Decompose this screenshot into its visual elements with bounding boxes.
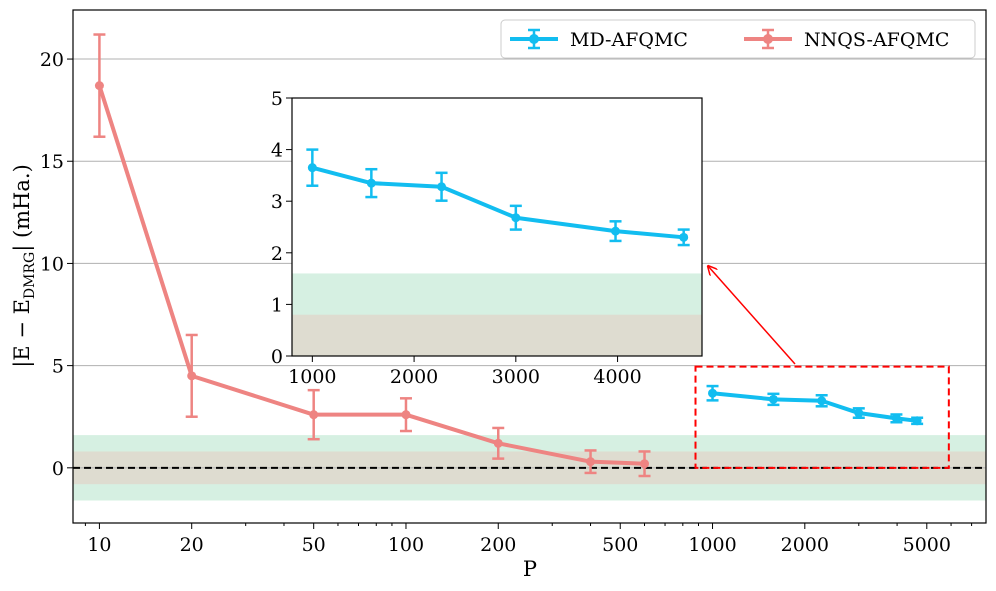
x-tick-label-200: 200 <box>480 534 516 556</box>
y-axis-label: |E − EDMRG| (mHa.) <box>10 164 38 368</box>
series-md-afqmc-point-0 <box>708 388 718 398</box>
x-tick-label-100: 100 <box>388 534 424 556</box>
highlight-box <box>694 365 950 469</box>
series-nnqs-afqmc-point-1 <box>187 371 197 381</box>
series-nnqs-afqmc-point-5 <box>586 457 596 467</box>
legend-frame <box>500 19 976 59</box>
inset-x-tick-label-2000: 2000 <box>390 366 438 388</box>
inset-series-md-afqmc-point-5 <box>679 232 689 242</box>
legend-marker-md-afqmc <box>529 34 539 44</box>
inset-y-tick-label-1: 1 <box>271 294 283 316</box>
inset-x-tick-label-1000: 1000 <box>288 366 336 388</box>
legend-label-md-afqmc: MD-AFQMC <box>570 29 688 51</box>
x-tick-label-50: 50 <box>302 534 326 556</box>
y-axis-label-subscript: DMRG <box>22 252 38 299</box>
x-tick-label-20: 20 <box>180 534 204 556</box>
y-tick-label-15: 15 <box>40 151 64 173</box>
y-tick-label-10: 10 <box>40 253 64 275</box>
inset-chart: 1000 2000 3000 4000 0 1 2 3 4 5 <box>271 88 703 388</box>
inset-y-tick-label-3: 3 <box>271 191 283 213</box>
series-md-afqmc-line <box>712 391 918 423</box>
inset-y-tick-label-2: 2 <box>271 243 283 265</box>
series-md-afqmc-point-3 <box>854 408 864 418</box>
inset-y-tick-label-4: 4 <box>271 140 283 162</box>
inset-series-md-afqmc-point-2 <box>437 182 447 192</box>
series-md-afqmc-point-5 <box>912 416 922 426</box>
x-tick-label-500: 500 <box>602 534 638 556</box>
x-tick-label-10: 10 <box>87 534 111 556</box>
series-md-afqmc-point-1 <box>768 394 778 404</box>
inset-axes-frame <box>291 97 703 357</box>
inset-y-tick-label-5: 5 <box>271 88 283 110</box>
main-axes-frame <box>72 9 987 524</box>
inset-band-gray <box>292 314 702 356</box>
inset-x-tick-label-3000: 3000 <box>492 366 540 388</box>
zoom-arrow <box>708 266 796 365</box>
series-md-afqmc-point-4 <box>891 413 901 423</box>
y-axis-label-main: |E − E <box>10 299 35 368</box>
x-tick-label-5000: 5000 <box>903 534 951 556</box>
legend: MD-AFQMC NNQS-AFQMC <box>500 19 976 59</box>
y-tick-label-0: 0 <box>52 458 64 480</box>
inset-series-md-afqmc-point-0 <box>307 163 317 173</box>
x-tick-label-2000: 2000 <box>781 534 829 556</box>
series-nnqs-afqmc-point-6 <box>640 459 650 469</box>
series-nnqs-afqmc-point-3 <box>401 410 411 420</box>
inset-series-md-afqmc-line <box>311 165 684 240</box>
y-tick-label-20: 20 <box>40 49 64 71</box>
legend-marker-nnqs-afqmc <box>763 34 773 44</box>
y-tick-label-5: 5 <box>52 356 64 378</box>
inset-series-md-afqmc-point-1 <box>366 178 376 188</box>
inset-series-md-afqmc-point-3 <box>511 213 521 223</box>
legend-label-nnqs-afqmc: NNQS-AFQMC <box>804 29 949 51</box>
y-axis-label-tail: | (mHa.) <box>10 164 35 252</box>
inset-series-md-afqmc-point-4 <box>611 226 621 236</box>
series-nnqs-afqmc-point-4 <box>493 438 503 448</box>
x-tick-label-1000: 1000 <box>688 534 736 556</box>
inset-y-tick-label-0: 0 <box>271 346 283 368</box>
x-axis-label: P <box>523 557 537 581</box>
series-nnqs-afqmc-point-2 <box>309 410 319 420</box>
main-plot-series <box>93 33 924 478</box>
series-md-afqmc-point-2 <box>817 396 827 406</box>
inset-x-tick-label-4000: 4000 <box>593 366 641 388</box>
series-nnqs-afqmc-point-0 <box>94 81 104 91</box>
inset-bands <box>292 273 702 356</box>
